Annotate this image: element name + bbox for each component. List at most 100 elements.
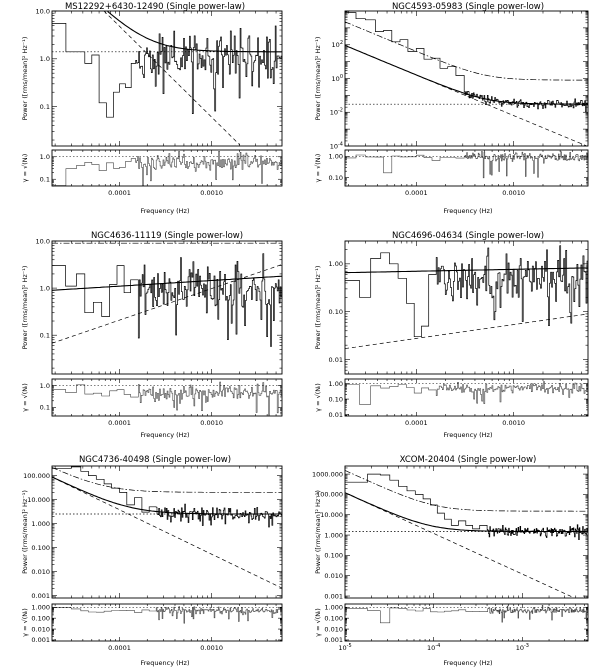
- y-tick-label: 100.000: [23, 472, 50, 480]
- chart-title: NGC4696-04634 (Single power-low): [392, 231, 544, 241]
- chart-title: NGC4636-11119 (Single power-low): [91, 231, 243, 241]
- y-tick-label: 10-2: [330, 108, 343, 117]
- y-tick-label: 0.10: [329, 308, 343, 316]
- x-axis-label: Frequency (Hz): [140, 207, 189, 215]
- ratio-histogram: [52, 606, 282, 624]
- chart-title: XCOM-20404 (Single power-low): [400, 455, 537, 465]
- y-tick-label: 0.100: [31, 544, 50, 552]
- y-tick-label: 0.001: [31, 592, 50, 600]
- model-curve: [344, 44, 588, 105]
- psd-axes: [51, 240, 283, 375]
- x-tick-label: 0.0001: [108, 644, 131, 652]
- psd-axes: [344, 10, 589, 147]
- ratio-axes: [344, 378, 589, 417]
- envelope-line: [51, 467, 282, 493]
- ratio-axis-label: γ = √(Nᵢ): [21, 383, 29, 412]
- ratio-tick-label: 1.000: [31, 604, 50, 612]
- x-tick-label: 0.0001: [108, 419, 131, 427]
- psd-axes: [51, 10, 283, 147]
- y-tick-label: 10-4: [330, 141, 343, 150]
- chart-title: NGC4593-05983 (Single power-low): [392, 2, 544, 12]
- chart-panel-2: Power ([rms/mean]² Hz⁻¹) γ = √(Nᵢ) Frequen…: [314, 10, 589, 215]
- x-tick-label: 0.0001: [405, 419, 428, 427]
- ratio-tick-label: 1.0: [40, 153, 50, 161]
- data-histogram: [52, 466, 282, 528]
- ratio-tick-label: 1.0: [40, 382, 50, 390]
- x-tick-label: 0.0010: [200, 419, 223, 427]
- powerlaw-line: [51, 264, 283, 344]
- y-tick-label: 0.010: [324, 572, 343, 580]
- chart-panel-6: Power ([rms/mean]² Hz⁻¹) γ = √(Nᵢ) Frequen…: [312, 465, 589, 667]
- ratio-tick-label: 0.10: [329, 395, 343, 403]
- y-tick-label: 10.000: [320, 511, 343, 519]
- y-tick-label: 0.01: [329, 356, 343, 364]
- psd-axes: [344, 240, 589, 375]
- y-axis-label: Power ([rms/mean]² Hz⁻¹): [314, 266, 322, 350]
- chart-title: NGC4736-40498 (Single power-low): [79, 455, 231, 465]
- ratio-tick-label: 0.100: [324, 614, 343, 622]
- ratio-tick-label: 0.10: [329, 174, 343, 182]
- chart-panel-4: Power ([rms/mean]² Hz⁻¹) γ = √(Nᵢ) Frequen…: [314, 240, 589, 439]
- powerlaw-line: [344, 492, 574, 599]
- envelope-line: [344, 21, 588, 81]
- x-axis-label: Frequency (Hz): [140, 659, 189, 667]
- y-axis-label: Power ([rms/mean]² Hz⁻¹): [21, 266, 29, 350]
- powerlaw-line: [344, 313, 589, 349]
- x-tick-label: 0.0001: [108, 189, 131, 197]
- y-axis-label: Power ([rms/mean]² Hz⁻¹): [314, 37, 322, 121]
- envelope-line: [344, 470, 588, 512]
- x-tick-label: 0.0010: [200, 189, 223, 197]
- ratio-tick-label: 1.00: [329, 380, 343, 388]
- y-tick-label: 0.010: [31, 568, 50, 576]
- y-tick-label: 1.00: [329, 260, 343, 268]
- x-tick-label: 10-4: [427, 643, 440, 652]
- ratio-axis-label: γ = √(Nᵢ): [314, 608, 322, 637]
- y-tick-label: 10.0: [36, 7, 50, 15]
- x-axis-label: Frequency (Hz): [443, 207, 492, 215]
- model-curve: [51, 476, 282, 515]
- model-curve: [344, 492, 588, 533]
- ratio-axes: [344, 603, 589, 642]
- ratio-axis-label: γ = √(Nᵢ): [314, 383, 322, 412]
- psd-axes: [51, 465, 283, 599]
- psd-axes: [344, 465, 589, 599]
- model-curve: [107, 10, 282, 53]
- ratio-tick-label: 0.100: [31, 614, 50, 622]
- y-tick-label: 10.0: [36, 237, 50, 245]
- ratio-tick-label: 0.1: [40, 176, 50, 184]
- data-histogram: [345, 12, 589, 113]
- y-tick-label: 10.000: [27, 496, 50, 504]
- ratio-histogram: [52, 381, 282, 416]
- chart-title: MS12292+6430-12490 (Single power-law): [65, 2, 245, 12]
- y-tick-label: 1.0: [40, 55, 50, 63]
- x-tick-label: 0.0010: [502, 419, 525, 427]
- ratio-histogram: [52, 151, 283, 186]
- y-tick-label: 0.1: [40, 331, 50, 339]
- y-axis-label: Power ([rms/mean]² Hz⁻¹): [21, 37, 29, 121]
- x-tick-label: 0.0010: [502, 189, 525, 197]
- y-tick-label: 0.100: [324, 552, 343, 560]
- y-tick-label: 102: [332, 40, 343, 49]
- y-tick-label: 1000.000: [312, 470, 343, 478]
- ratio-tick-label: 1.00: [329, 153, 343, 161]
- ratio-axes: [51, 149, 283, 187]
- ratio-axis-label: γ = √(Nᵢ): [21, 154, 29, 183]
- x-axis-label: Frequency (Hz): [443, 659, 492, 667]
- data-histogram: [52, 23, 283, 118]
- y-tick-label: 0.001: [324, 592, 343, 600]
- ratio-histogram: [345, 605, 588, 624]
- ratio-histogram: [345, 381, 588, 405]
- model-curve: [344, 267, 588, 274]
- powerlaw-line: [344, 45, 587, 147]
- data-histogram: [345, 245, 588, 338]
- y-tick-label: 1.000: [31, 520, 50, 528]
- chart-panel-1: Power ([rms/mean]² Hz⁻¹) γ = √(Nᵢ) Frequen…: [21, 7, 283, 215]
- ratio-axes: [344, 149, 589, 187]
- ratio-axes: [51, 378, 283, 417]
- ratio-tick-label: 0.001: [31, 636, 50, 644]
- ratio-tick-label: 1.000: [324, 604, 343, 612]
- y-tick-label: 1.0: [40, 284, 50, 292]
- powerlaw-line: [51, 476, 283, 589]
- ratio-tick-label: 0.010: [324, 625, 343, 633]
